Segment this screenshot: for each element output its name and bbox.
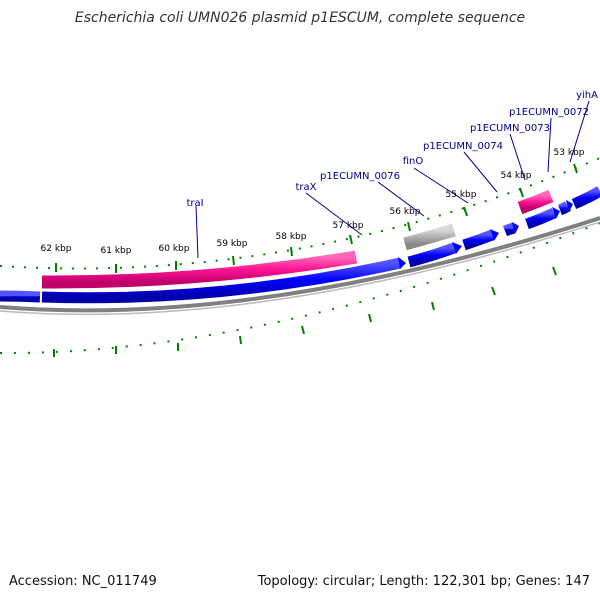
tick-label: 57 kbp — [333, 221, 364, 231]
outer-dotted-ring — [0, 157, 600, 273]
cds-reverse-arrowhead — [512, 222, 519, 234]
backbone-line — [0, 216, 600, 313]
cds-reverse — [571, 186, 600, 210]
tick-labels: 62 kbp 61 kbp 60 kbp 59 kbp 58 kbp 57 kb… — [41, 148, 585, 256]
leader-fino — [413, 167, 469, 204]
inner-ring-tick — [301, 325, 305, 335]
inner-dotted-ring — [0, 222, 600, 357]
gene-labels: traI traX p1ECUMN_0076 finO p1ECUMN_0074… — [186, 90, 598, 209]
inner-ring-tick — [431, 301, 435, 311]
tick-label: 56 kbp — [390, 207, 421, 217]
backbone-shadow — [0, 221, 600, 316]
cds-reverse-arrowhead — [490, 229, 499, 241]
inner-ring-tick — [491, 286, 496, 296]
gene-label-p1ecumn-0073: p1ECUMN_0073 — [470, 123, 550, 134]
cds-reverse — [525, 208, 557, 230]
tick-label: 61 kbp — [101, 246, 132, 256]
forward-strand-features — [0, 189, 554, 289]
gene-label-p1ecumn-0072: p1ECUMN_0072 — [509, 107, 589, 118]
label-leaders — [195, 100, 590, 259]
cds-forward-p1ecumn-0073 — [517, 189, 554, 215]
cds-forward-trai — [41, 250, 358, 289]
cds-reverse — [41, 257, 402, 304]
ruler-tick — [232, 255, 235, 266]
inner-ring-tick — [368, 313, 372, 323]
gene-label-p1ecumn-0076: p1ECUMN_0076 — [320, 171, 400, 182]
ruler-tick — [573, 163, 578, 174]
tick-label: 53 kbp — [554, 148, 585, 158]
cds-reverse — [462, 229, 494, 251]
cds-reverse — [502, 222, 516, 237]
leader-p1ecumn-0076 — [377, 181, 425, 217]
tick-label: 62 kbp — [41, 244, 72, 254]
leader-p1ecumn-0072 — [547, 117, 552, 173]
cds-reverse-arrowhead — [552, 207, 560, 219]
gene-label-p1ecumn-0074: p1ECUMN_0074 — [423, 141, 503, 152]
gene-label-fino: finO — [403, 156, 424, 167]
ruler-tick — [349, 234, 353, 245]
tick-label: 58 kbp — [276, 232, 307, 242]
tick-label: 60 kbp — [159, 244, 190, 254]
leader-trax — [305, 192, 363, 236]
ruler-tick — [463, 206, 468, 217]
leader-p1ecumn-0074 — [463, 151, 498, 193]
ruler-tick — [519, 187, 524, 198]
inner-ring-tick — [239, 335, 242, 345]
ruler-tick — [290, 246, 293, 257]
accession-text: Accession: NC_011749 — [9, 574, 157, 589]
pseudo-gene-fino — [403, 223, 456, 251]
leader-trai — [195, 205, 199, 259]
cds-reverse-arrowhead — [566, 200, 573, 212]
summary-text: Topology: circular; Length: 122,301 bp; … — [257, 574, 590, 589]
gene-label-yiha: yihA — [576, 90, 598, 101]
cds-reverse — [557, 201, 572, 216]
leader-yiha — [569, 100, 590, 163]
map-title: Escherichia coli UMN026 plasmid p1ESCUM,… — [74, 10, 526, 26]
cds-reverse-arrowhead — [452, 242, 462, 254]
inner-ring-tick — [552, 266, 557, 276]
tick-label: 59 kbp — [217, 239, 248, 249]
tick-label: 54 kbp — [501, 171, 532, 181]
cds-reverse-arrowhead — [398, 257, 406, 269]
gene-label-trai: traI — [186, 198, 203, 209]
ruler-tick — [407, 221, 411, 232]
gene-label-trax: traX — [295, 182, 316, 193]
cds-reverse — [407, 242, 456, 268]
tick-label: 55 kbp — [446, 190, 477, 200]
leader-p1ecumn-0073 — [509, 133, 526, 181]
cds-reverse — [0, 290, 41, 303]
